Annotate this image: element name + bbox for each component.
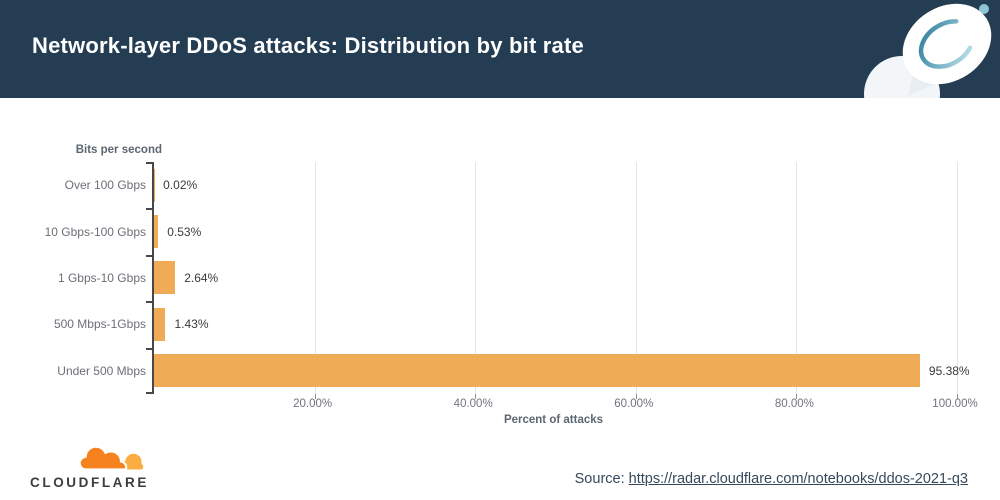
source-link[interactable]: https://radar.cloudflare.com/notebooks/d… xyxy=(628,471,968,487)
y-axis-tick xyxy=(146,392,153,394)
y-axis-tick xyxy=(146,301,153,304)
bar xyxy=(154,354,920,388)
x-axis-tick-labels: 20.00% 40.00% 60.00% 80.00% 100.00% xyxy=(152,398,978,412)
category-label: Under 500 Mbps xyxy=(57,363,146,378)
x-axis-tick xyxy=(314,394,316,399)
bar-value-label: 2.64% xyxy=(184,270,219,285)
x-axis-tick xyxy=(957,394,958,399)
x-tick-label: 20.00% xyxy=(293,398,333,410)
category-label: 1 Gbps-10 Gbps xyxy=(57,270,146,285)
cloudflare-wordmark: CLOUDFLARE xyxy=(30,475,149,490)
source-text: Source: https://radar.cloudflare.com/not… xyxy=(575,471,968,487)
bar xyxy=(154,215,159,249)
bar-row: 2.64% xyxy=(154,255,955,301)
y-axis-tick xyxy=(146,347,153,350)
x-axis-title: Percent of attacks xyxy=(503,414,604,426)
y-axis-tick xyxy=(146,254,153,257)
x-axis-tick xyxy=(796,394,798,399)
x-tick-label: 40.00% xyxy=(453,398,493,410)
y-axis-tick xyxy=(146,208,153,211)
bar xyxy=(154,307,166,341)
x-tick-label: 80.00% xyxy=(774,398,814,410)
bar-value-label: 1.43% xyxy=(174,317,209,332)
gridline xyxy=(314,162,316,394)
bar-row: 95.38% xyxy=(154,348,970,394)
cloudflare-cloud-icon xyxy=(78,445,144,470)
bar-value-label: 0.53% xyxy=(167,224,202,239)
y-axis-tick xyxy=(146,162,153,164)
bar-row: 0.02% xyxy=(154,162,955,208)
bar xyxy=(154,261,176,295)
gridline xyxy=(475,162,477,394)
category-label: 10 Gbps-100 Gbps xyxy=(44,224,146,239)
bar-value-label: 0.02% xyxy=(163,178,198,193)
gridline xyxy=(957,162,958,394)
source-prefix: Source: xyxy=(574,471,629,487)
category-label: Over 100 Gbps xyxy=(64,178,146,193)
x-tick-label: 100.00% xyxy=(932,398,978,410)
x-tick-label: 60.00% xyxy=(614,398,654,410)
x-axis-tick xyxy=(475,394,477,399)
gridline xyxy=(796,162,798,394)
plot-area: 0.02% 0.53% 2.64% 1.43% 95.38% xyxy=(146,162,970,399)
cloudflare-logo: CLOUDFLARE xyxy=(30,443,160,491)
category-label: 500 Mbps-1Gbps xyxy=(53,317,146,332)
chart-title: Network-layer DDoS attacks: Distribution… xyxy=(32,33,584,58)
category-axis-labels: Over 100 Gbps 10 Gbps-100 Gbps 1 Gbps-10 G… xyxy=(0,162,146,394)
bar-row: 0.53% xyxy=(154,208,955,254)
header-banner: Network-layer DDoS attacks: Distribution… xyxy=(0,0,1000,98)
y-axis-title: Bits per second xyxy=(75,144,162,156)
bar-row: 1.43% xyxy=(154,301,955,347)
gridline xyxy=(635,162,637,394)
bar-value-label: 95.38% xyxy=(928,363,970,378)
satellite-dish-icon xyxy=(864,3,992,98)
x-axis-tick xyxy=(635,394,637,399)
